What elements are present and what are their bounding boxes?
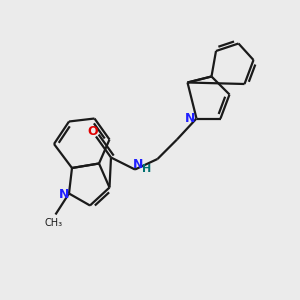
Text: N: N (133, 158, 143, 171)
Text: N: N (185, 112, 195, 125)
Text: CH₃: CH₃ (45, 218, 63, 228)
Text: H: H (142, 164, 152, 174)
Text: O: O (88, 124, 98, 138)
Text: N: N (59, 188, 70, 202)
